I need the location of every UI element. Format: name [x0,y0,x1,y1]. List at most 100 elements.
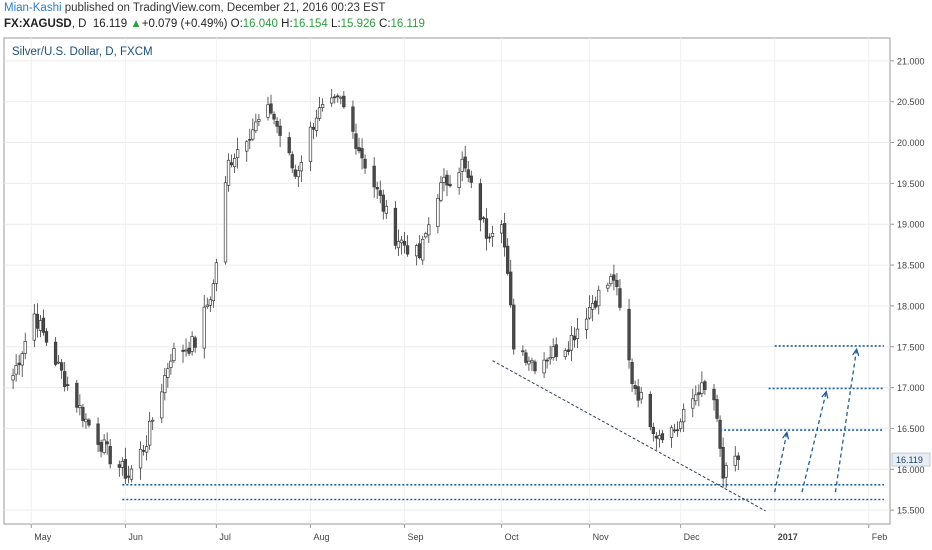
candle [99,439,103,458]
candle [639,387,643,404]
candle [235,137,240,169]
candle-body [606,284,610,289]
candle [627,298,631,369]
candle-body [87,419,91,426]
candle [87,418,91,428]
candle-body [32,313,36,341]
drawings [122,345,884,512]
candle [23,332,27,360]
candle-body [703,381,707,390]
candle [60,359,64,379]
candle [436,193,440,234]
candle-body [245,141,249,152]
candle [405,235,410,257]
candle [402,232,407,254]
candle-body [129,468,134,480]
candle-body [223,182,228,263]
chart-title: Silver/U.S. Dollar, D, FXCM [12,46,153,58]
candle-body [597,289,601,307]
candle-body [257,119,261,122]
candle [587,295,592,320]
candle [399,235,404,255]
candle-body [399,239,404,244]
projection-arrow-line [834,349,858,493]
candle [606,282,610,293]
candle [657,429,662,448]
candle [75,379,79,413]
candle-body [275,120,279,127]
candle [375,181,379,200]
change-arrow-icon: ▲ [130,18,142,30]
candle [138,441,143,480]
candle [460,151,464,182]
y-tick-label: 19.500 [897,179,925,189]
candle-body [584,318,589,330]
candle [396,229,401,257]
close-label: C: [379,18,391,30]
candle-body [144,446,149,453]
high-label: H: [281,18,293,30]
candle [160,383,164,424]
candle-body [229,162,234,166]
chart-area[interactable]: 15.500 16.000 16.500 17.000 17.500 18.000 18.5… [0,36,932,550]
candle-body [20,353,24,366]
candle-body [211,283,216,302]
x-tick-label: May [34,532,52,542]
candle [251,118,255,141]
candle-body [290,154,294,169]
candle [190,331,194,356]
candle-body [102,439,106,454]
candle [718,415,722,457]
candle-body [554,344,558,357]
candle [360,138,364,170]
candle-body [463,156,467,169]
candle-body [521,350,525,353]
candle [354,123,358,155]
candle-body [457,172,461,188]
x-tick-label: Sep [408,532,424,542]
publication-line: Mian-Kashi published on TradingView.com,… [4,2,385,14]
y-tick-label: 17.000 [897,383,925,393]
grid [4,38,890,524]
candle [503,212,507,257]
candle-body [372,165,376,188]
candle-body [287,137,291,154]
symbol-quote-line: FX:XAGUSD, D 16.119 ▲+0.079 (+0.49%) O:1… [4,18,425,30]
candle-body [542,359,546,374]
candle [499,219,504,244]
candle [700,371,704,398]
candle-body [503,223,507,248]
candle-body [424,233,428,238]
candle [317,96,322,122]
candle-body [293,169,297,177]
candle [590,294,595,322]
y-tick-label: 18.000 [897,301,925,311]
candle [38,314,43,338]
candle [703,379,707,395]
last-price-label-bg [891,452,931,467]
candle [445,170,449,197]
author-link[interactable]: Mian-Kashi [4,2,62,14]
symbol-name: FX:XAGUSD [4,18,72,30]
candle [141,445,146,456]
x-axis: May Jun Jul Aug Sep Oct Nov Dec 2017 Feb [30,524,887,542]
candle-body [718,419,722,449]
candle [563,348,567,360]
candle-body [393,207,398,246]
candle-body [226,159,231,186]
price-chart[interactable]: 15.500 16.000 16.500 17.000 17.500 18.000 18.5… [0,36,932,550]
candle [363,154,367,174]
candle-body [23,341,27,354]
candle [648,391,652,431]
candle-body [715,399,719,419]
candle-body [66,384,70,386]
candle [151,417,155,430]
candle-body [694,394,698,402]
candle-body [81,407,85,421]
candle [223,175,228,265]
candle [418,235,422,260]
candle-body [445,174,449,186]
candle [612,264,616,291]
candle-body [478,183,483,221]
candle [351,100,355,139]
